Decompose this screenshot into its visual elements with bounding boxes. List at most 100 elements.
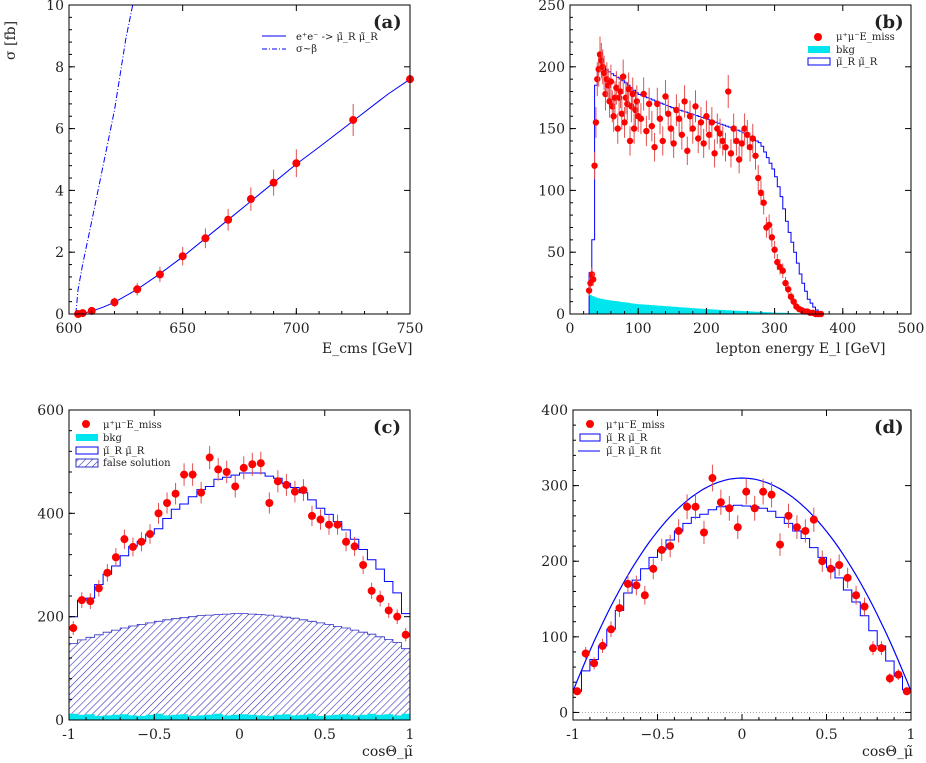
data-point: [613, 84, 620, 92]
data-point: [214, 465, 223, 474]
legend-swatch-bkg: [808, 46, 830, 53]
y-tick-label: 10: [46, 0, 64, 14]
data-point: [290, 487, 299, 496]
x-tick-label: 0.5: [815, 727, 837, 743]
data-point: [733, 137, 740, 145]
x-tick-label: -1: [62, 727, 76, 743]
data-point: [581, 649, 590, 658]
y-tick-label: 50: [547, 245, 565, 261]
y-tick-label: 300: [541, 479, 568, 495]
data-point: [633, 98, 641, 105]
data-point: [592, 119, 600, 126]
data-point: [231, 482, 240, 491]
data-point: [128, 542, 137, 551]
data-point: [619, 73, 627, 80]
data-point: [776, 540, 785, 549]
data-point: [349, 115, 358, 124]
data-point: [77, 596, 86, 605]
y-tick-label: 4: [55, 183, 64, 199]
data-point: [282, 480, 291, 489]
legend-swatch-false: [75, 458, 99, 468]
y-tick-label: 600: [37, 403, 64, 419]
legend-entry: σ~β: [296, 44, 317, 55]
data-point: [94, 584, 103, 593]
data-point: [637, 115, 645, 122]
data-point: [590, 659, 599, 668]
x-tick-label: 400: [829, 321, 856, 337]
data-point: [774, 258, 781, 266]
data-point: [265, 499, 274, 507]
data-point: [86, 597, 95, 606]
x-tick-label: 0: [235, 727, 244, 743]
data-point: [239, 463, 248, 472]
x-tick-label: 650: [169, 321, 196, 337]
data-point: [610, 113, 617, 120]
data-point: [594, 75, 601, 83]
data-point: [666, 542, 675, 551]
data-point: [703, 113, 710, 120]
data-point: [790, 298, 797, 305]
data-point: [860, 602, 869, 611]
signal-histogram: [68, 472, 411, 720]
legend-swatch-signal: [807, 57, 831, 66]
legend-swatch-bkg: [76, 434, 98, 441]
data-point: [657, 545, 666, 554]
y-tick-label: 150: [538, 122, 565, 138]
data-point: [359, 561, 368, 569]
y-tick-label: 0: [556, 307, 565, 323]
data-point: [697, 119, 705, 126]
data-point: [667, 125, 675, 132]
data-point: [120, 535, 129, 544]
false-solution-histogram: [68, 613, 411, 720]
data-point: [623, 579, 632, 588]
data-point: [755, 174, 762, 182]
data-point: [367, 586, 376, 595]
data-point: [708, 474, 717, 483]
panel-c: -1 −0.5 0 0.5 1 0 200 400 600 (c) cosΘ_μ̃ μ⁺μ⁻E_…: [37, 403, 414, 760]
data-point: [749, 135, 756, 142]
data-point: [585, 287, 593, 294]
legend-swatch-dot: [82, 420, 90, 428]
data-point: [342, 537, 351, 546]
data-point: [145, 530, 154, 538]
panel-label-a: (a): [373, 12, 402, 33]
data-point: [640, 90, 647, 98]
data-point: [299, 486, 308, 495]
data-point: [725, 88, 732, 95]
legend-entry: μ̃_R μ̃_R fit: [606, 446, 661, 457]
legend-entry: bkg: [103, 433, 122, 444]
data-point: [711, 150, 718, 157]
data-point: [333, 520, 342, 529]
x-tick-label: 1: [406, 727, 415, 743]
data-point: [617, 88, 624, 95]
data-point: [325, 520, 334, 529]
plot-frame-a: [68, 4, 411, 315]
data-point: [787, 293, 795, 300]
data-point: [401, 630, 410, 639]
data-point: [662, 93, 669, 100]
data-point: [742, 487, 751, 496]
data-point: [767, 490, 776, 499]
data-point: [686, 113, 694, 120]
data-point: [256, 459, 265, 468]
legend-entry: μ̃_R μ̃_R: [836, 57, 878, 68]
y-tick-label: 400: [37, 506, 64, 522]
data-point: [746, 143, 754, 151]
legend-swatch-signal: [579, 433, 601, 442]
data-point: [246, 195, 255, 204]
x-tick-label: 100: [625, 321, 652, 337]
legend-swatch-signal: [75, 446, 99, 455]
data-point: [835, 561, 844, 569]
x-axis-label-c: cosΘ_μ̃: [362, 744, 413, 760]
data-point: [818, 557, 827, 566]
legend-swatch-dot: [814, 33, 822, 41]
y-tick-label: 6: [55, 122, 64, 138]
data-point: [689, 125, 696, 132]
data-point: [670, 140, 677, 147]
data-point: [573, 687, 582, 696]
data-point: [600, 69, 608, 77]
data-point: [651, 143, 658, 151]
data-point: [137, 537, 146, 546]
data-point: [163, 499, 172, 507]
data-point: [591, 162, 598, 169]
